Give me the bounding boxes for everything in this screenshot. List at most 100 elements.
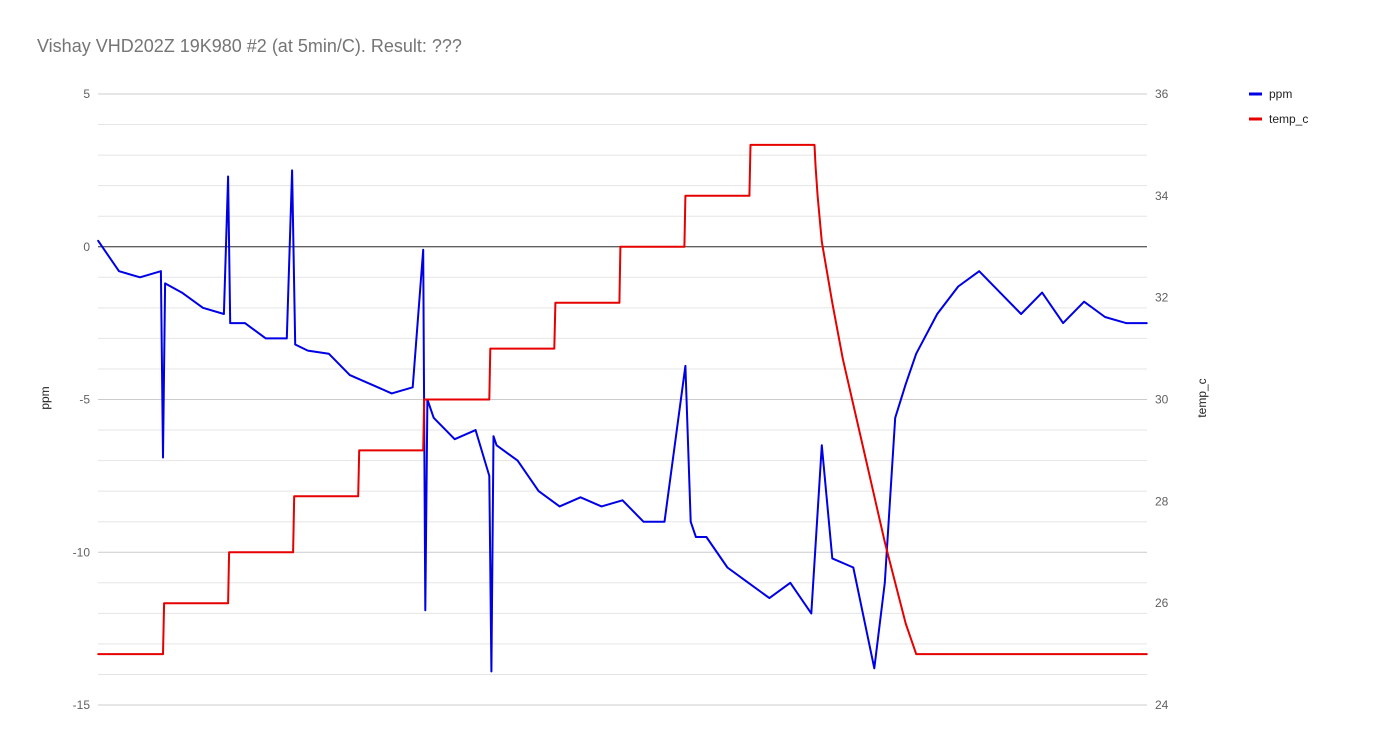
data-point-temp-c xyxy=(684,195,687,197)
series-line-ppm xyxy=(97,169,1147,673)
data-point-temp-c xyxy=(357,495,360,498)
data-point-ppm xyxy=(244,322,246,324)
data-point-ppm xyxy=(495,444,498,447)
data-point-temp-c xyxy=(489,347,492,350)
data-point-ppm xyxy=(579,496,582,499)
right-tick-label: 36 xyxy=(1155,87,1169,101)
data-point-temp-c xyxy=(618,302,621,304)
right-tick-label: 32 xyxy=(1155,291,1169,305)
data-point-ppm xyxy=(831,557,834,560)
data-point-ppm xyxy=(957,285,959,288)
data-point-ppm xyxy=(411,386,414,389)
data-point-ppm xyxy=(160,270,162,273)
data-point-ppm xyxy=(307,349,309,352)
data-point-temp-c xyxy=(925,653,928,655)
data-point-ppm xyxy=(265,337,267,340)
data-point-ppm xyxy=(488,475,491,477)
right-axis-ticks: 36 34 32 30 28 26 24 xyxy=(1155,87,1169,712)
data-point-temp-c xyxy=(163,602,165,604)
data-point-temp-c xyxy=(814,164,817,167)
data-point-ppm xyxy=(181,291,183,294)
data-point-ppm xyxy=(642,520,645,523)
data-point-temp-c xyxy=(292,551,294,554)
data-point-temp-c xyxy=(553,347,556,350)
data-point-ppm xyxy=(915,352,917,355)
data-point-ppm xyxy=(663,520,666,523)
data-point-ppm xyxy=(705,536,708,538)
data-point-ppm xyxy=(978,270,980,273)
data-point-ppm xyxy=(884,582,886,584)
left-tick-label: -10 xyxy=(73,545,91,559)
data-point-temp-c xyxy=(894,582,896,584)
left-tick-label: 5 xyxy=(83,87,90,101)
data-point-ppm xyxy=(873,667,876,670)
right-tick-label: 34 xyxy=(1155,189,1169,203)
legend-label-ppm: ppm xyxy=(1269,87,1292,101)
data-point-ppm xyxy=(294,343,297,346)
data-point-ppm xyxy=(747,582,750,584)
data-point-temp-c xyxy=(293,495,296,498)
data-point-temp-c xyxy=(488,398,491,401)
left-tick-label: -15 xyxy=(73,698,91,712)
data-point-ppm xyxy=(689,520,692,523)
data-point-temp-c xyxy=(683,246,686,248)
data-point-temp-c xyxy=(816,195,819,197)
y-axis-title-right: temp_c xyxy=(1195,378,1209,417)
data-point-temp-c xyxy=(227,602,229,604)
data-point-temp-c xyxy=(97,653,99,655)
data-point-ppm xyxy=(999,291,1001,294)
data-point-ppm xyxy=(600,505,603,508)
right-tick-label: 26 xyxy=(1155,596,1169,610)
left-axis-ticks: 5 0 -5 -10 -15 xyxy=(73,87,91,712)
data-point-temp-c xyxy=(423,398,426,401)
data-point-ppm xyxy=(286,337,288,340)
data-point-ppm xyxy=(684,365,687,367)
data-point-ppm xyxy=(424,609,427,612)
data-point-temp-c xyxy=(228,551,230,554)
data-point-ppm xyxy=(1125,322,1127,324)
data-point-ppm xyxy=(474,429,477,431)
data-point-ppm xyxy=(516,459,519,462)
data-point-ppm xyxy=(1020,313,1022,315)
data-point-ppm xyxy=(1104,316,1106,318)
data-point-ppm xyxy=(1146,322,1148,324)
data-point-temp-c xyxy=(813,144,816,146)
legend: ppm temp_c xyxy=(1249,87,1308,126)
data-point-temp-c xyxy=(863,449,865,452)
data-point-ppm xyxy=(821,444,823,447)
data-point-ppm xyxy=(227,175,229,178)
data-point-ppm xyxy=(904,383,907,386)
data-point-ppm xyxy=(810,612,813,615)
data-point-ppm xyxy=(162,456,164,459)
data-point-temp-c xyxy=(749,144,752,146)
data-point-temp-c xyxy=(884,541,886,543)
data-point-ppm xyxy=(229,322,231,324)
data-point-ppm xyxy=(492,435,495,438)
data-point-temp-c xyxy=(904,622,907,625)
data-point-ppm xyxy=(726,566,729,569)
data-point-ppm xyxy=(490,670,493,673)
data-point-ppm xyxy=(558,505,561,508)
right-tick-label: 28 xyxy=(1155,494,1169,508)
data-point-ppm xyxy=(97,239,99,242)
data-point-ppm xyxy=(1062,322,1064,324)
series-lines xyxy=(97,143,1148,673)
y-axis-title-left: ppm xyxy=(38,386,52,409)
right-tick-label: 30 xyxy=(1155,393,1169,407)
data-point-temp-c xyxy=(422,449,425,452)
data-point-temp-c xyxy=(852,403,855,406)
data-point-temp-c xyxy=(619,246,622,248)
legend-label-temp-c: temp_c xyxy=(1269,112,1308,126)
chart-title: Vishay VHD202Z 19K980 #2 (at 5min/C). Re… xyxy=(37,36,462,56)
data-point-ppm xyxy=(453,438,456,441)
data-point-ppm xyxy=(621,499,624,502)
left-tick-label: -5 xyxy=(79,393,90,407)
left-tick-label: 0 xyxy=(83,240,90,254)
data-point-ppm xyxy=(422,249,425,251)
data-point-ppm xyxy=(432,417,435,419)
gridlines xyxy=(98,93,1147,706)
data-point-temp-c xyxy=(748,195,751,197)
data-point-ppm xyxy=(768,597,771,599)
data-point-ppm xyxy=(223,313,225,315)
data-point-ppm xyxy=(369,383,372,386)
